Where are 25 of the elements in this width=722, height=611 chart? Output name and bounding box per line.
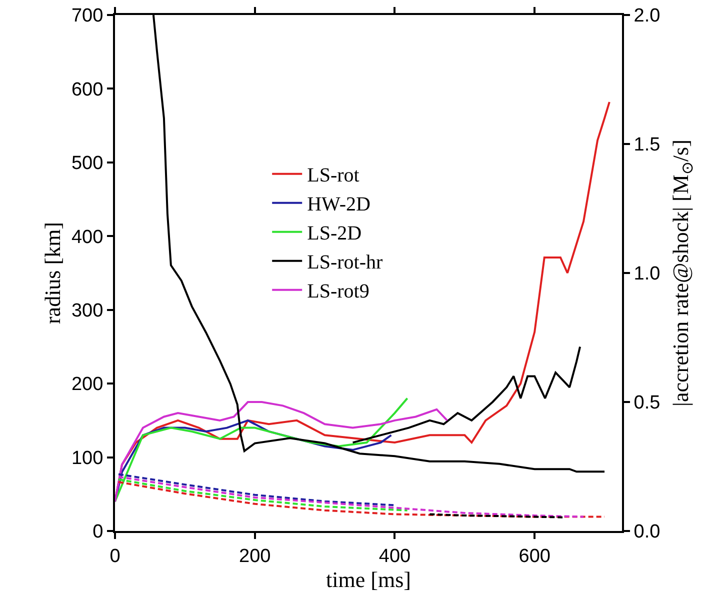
- legend-label: LS-rot9: [307, 280, 370, 303]
- x-axis-title: time [ms]: [326, 566, 411, 592]
- y2-tick-label: 0.5: [634, 392, 660, 414]
- y-tick-label: 300: [71, 300, 104, 322]
- y-tick-label: 200: [71, 374, 104, 396]
- x-tick-label: 200: [239, 546, 271, 567]
- legend-label: LS-2D: [307, 222, 362, 245]
- x-tick-label: 400: [378, 546, 411, 567]
- legend-label: HW-2D: [307, 194, 370, 216]
- x-tick-label: 0: [110, 546, 120, 567]
- legend-label: LS-rot-hr: [307, 252, 383, 274]
- y-tick-label: 500: [71, 153, 104, 174]
- y-tick-label: 100: [71, 448, 104, 469]
- y-tick-label: 0: [92, 522, 104, 543]
- y2-tick-label: 1.0: [634, 264, 660, 285]
- legend-label: LS-rot: [307, 164, 360, 187]
- y-tick-label: 400: [71, 226, 104, 248]
- y2-tick-label: 2.0: [634, 6, 660, 27]
- y2-tick-label: 0.0: [634, 522, 660, 543]
- y-axis-title: radius [km]: [40, 222, 65, 324]
- y2-tick-label: 1.5: [634, 134, 660, 156]
- x-tick-label: 600: [518, 546, 550, 567]
- y-tick-label: 700: [71, 6, 104, 27]
- y-tick-label: 600: [71, 79, 104, 100]
- line-series: [352, 346, 582, 444]
